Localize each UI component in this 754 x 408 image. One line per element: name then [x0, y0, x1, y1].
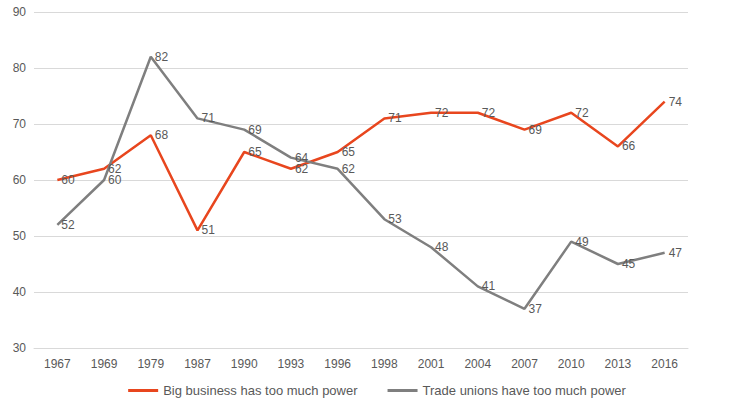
svg-text:1987: 1987 [184, 357, 211, 371]
svg-text:60: 60 [108, 173, 122, 187]
svg-text:72: 72 [482, 106, 496, 120]
svg-text:50: 50 [13, 229, 27, 243]
svg-text:51: 51 [202, 223, 216, 237]
svg-text:69: 69 [248, 123, 262, 137]
svg-text:2004: 2004 [464, 357, 491, 371]
svg-text:72: 72 [575, 106, 589, 120]
svg-text:37: 37 [529, 302, 543, 316]
svg-text:1996: 1996 [324, 357, 351, 371]
svg-text:2016: 2016 [651, 357, 678, 371]
svg-text:47: 47 [669, 246, 683, 260]
svg-text:2001: 2001 [418, 357, 445, 371]
svg-text:65: 65 [248, 145, 262, 159]
svg-text:40: 40 [13, 285, 27, 299]
svg-text:62: 62 [342, 162, 356, 176]
svg-text:48: 48 [435, 240, 449, 254]
svg-text:71: 71 [202, 111, 216, 125]
svg-text:1969: 1969 [91, 357, 118, 371]
svg-text:65: 65 [342, 145, 356, 159]
svg-text:1990: 1990 [231, 357, 258, 371]
svg-text:62: 62 [108, 161, 122, 176]
svg-text:90: 90 [13, 5, 27, 19]
svg-text:68: 68 [155, 128, 169, 142]
svg-text:72: 72 [435, 106, 449, 120]
svg-text:64: 64 [295, 151, 309, 165]
svg-text:60: 60 [13, 173, 27, 187]
svg-text:2010: 2010 [558, 357, 585, 371]
svg-text:1998: 1998 [371, 357, 398, 371]
svg-text:80: 80 [13, 61, 27, 75]
svg-text:53: 53 [388, 212, 402, 226]
svg-text:74: 74 [669, 95, 683, 109]
svg-text:70: 70 [13, 117, 27, 131]
svg-text:69: 69 [529, 123, 543, 137]
svg-text:41: 41 [482, 279, 496, 293]
svg-text:66: 66 [622, 139, 636, 153]
svg-text:Big business has too much powe: Big business has too much power [163, 383, 358, 398]
svg-text:49: 49 [575, 235, 589, 249]
svg-text:60: 60 [61, 173, 75, 187]
svg-text:62: 62 [294, 161, 309, 176]
svg-text:30: 30 [13, 341, 27, 355]
svg-text:45: 45 [622, 257, 636, 271]
svg-text:52: 52 [61, 218, 75, 232]
svg-text:71: 71 [388, 111, 402, 125]
svg-text:1993: 1993 [278, 357, 305, 371]
svg-text:82: 82 [155, 50, 169, 64]
svg-text:2007: 2007 [511, 357, 538, 371]
svg-text:Trade unions have too much pow: Trade unions have too much power [423, 383, 627, 398]
svg-text:1967: 1967 [44, 357, 71, 371]
svg-text:1979: 1979 [137, 357, 164, 371]
svg-text:2013: 2013 [605, 357, 632, 371]
